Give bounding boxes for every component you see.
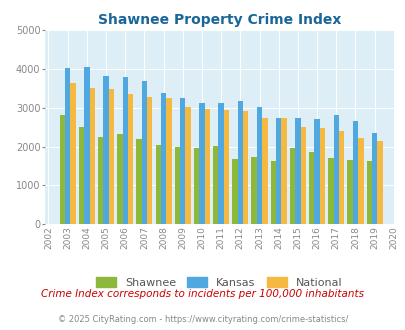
- Text: Crime Index corresponds to incidents per 100,000 inhabitants: Crime Index corresponds to incidents per…: [41, 289, 364, 299]
- Bar: [122, 77, 128, 224]
- Legend: Shawnee, Kansas, National: Shawnee, Kansas, National: [92, 273, 346, 292]
- Bar: [174, 147, 180, 224]
- Bar: [60, 115, 65, 224]
- Bar: [308, 152, 313, 224]
- Bar: [289, 148, 294, 224]
- Bar: [333, 115, 338, 224]
- Bar: [281, 118, 286, 224]
- Bar: [65, 68, 70, 224]
- Bar: [79, 127, 84, 224]
- Bar: [70, 83, 76, 224]
- Bar: [180, 98, 185, 224]
- Bar: [251, 157, 256, 224]
- Bar: [109, 89, 114, 224]
- Bar: [294, 118, 300, 224]
- Bar: [352, 121, 357, 224]
- Bar: [213, 146, 218, 224]
- Bar: [347, 160, 352, 224]
- Bar: [117, 134, 122, 224]
- Bar: [338, 131, 343, 224]
- Bar: [313, 119, 319, 224]
- Bar: [128, 94, 133, 224]
- Bar: [275, 118, 281, 224]
- Bar: [270, 161, 275, 224]
- Bar: [300, 127, 305, 224]
- Bar: [98, 137, 103, 224]
- Bar: [256, 107, 262, 224]
- Bar: [366, 160, 371, 224]
- Bar: [136, 139, 141, 224]
- Bar: [147, 97, 152, 224]
- Bar: [357, 138, 362, 224]
- Bar: [185, 107, 190, 224]
- Bar: [103, 77, 109, 224]
- Bar: [204, 109, 209, 224]
- Bar: [376, 141, 382, 224]
- Bar: [199, 103, 204, 224]
- Bar: [223, 110, 229, 224]
- Title: Shawnee Property Crime Index: Shawnee Property Crime Index: [97, 13, 340, 27]
- Bar: [160, 93, 166, 224]
- Bar: [90, 88, 95, 224]
- Bar: [194, 148, 199, 224]
- Bar: [218, 103, 223, 224]
- Bar: [166, 98, 171, 224]
- Bar: [371, 133, 376, 224]
- Bar: [262, 118, 267, 224]
- Text: © 2025 CityRating.com - https://www.cityrating.com/crime-statistics/: © 2025 CityRating.com - https://www.city…: [58, 315, 347, 324]
- Bar: [243, 112, 248, 224]
- Bar: [319, 128, 324, 224]
- Bar: [141, 82, 147, 224]
- Bar: [84, 67, 90, 224]
- Bar: [232, 159, 237, 224]
- Bar: [327, 158, 333, 224]
- Bar: [155, 145, 160, 224]
- Bar: [237, 101, 243, 224]
